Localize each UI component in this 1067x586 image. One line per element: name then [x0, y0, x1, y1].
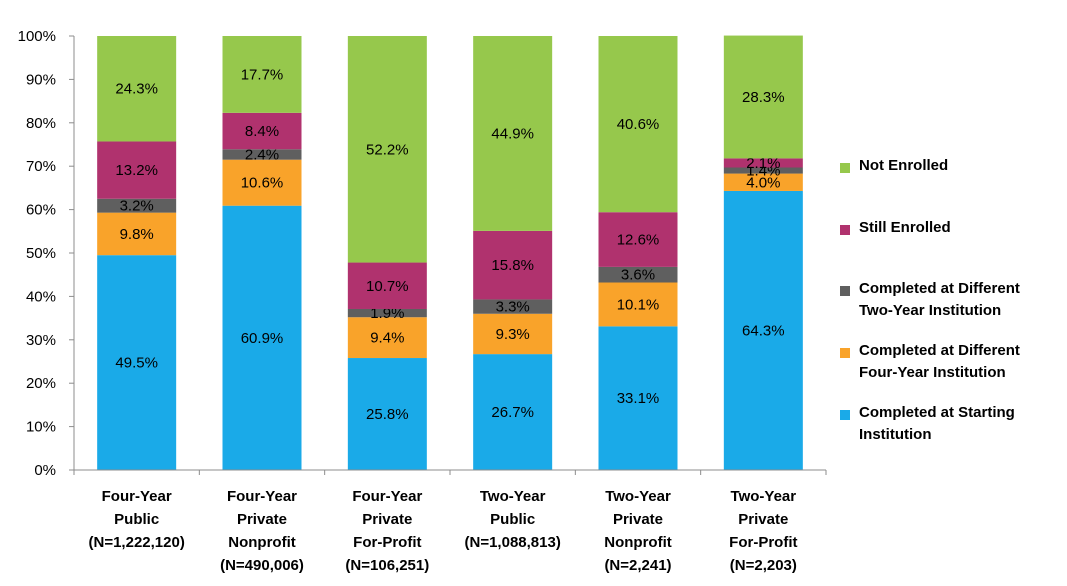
x-category-label: Four-Year Public (N=1,222,120) [89, 488, 185, 551]
bar-segment-completed-at-starting-institution [222, 205, 302, 470]
data-label-still-enrolled: 12.6% [617, 232, 660, 249]
legend-label-still-enrolled: Still Enrolled [859, 219, 951, 236]
bar-segment-completed-at-different-four-year-institution [598, 282, 678, 327]
data-label-completed-at-different-four-year-institution: 9.8% [120, 226, 154, 243]
bar-segment-not-enrolled [347, 36, 427, 263]
bar-segment-not-enrolled [97, 36, 177, 142]
data-label-still-enrolled: 15.8% [491, 257, 534, 274]
legend-label-not-enrolled: Not Enrolled [859, 157, 949, 174]
data-label-completed-at-starting-institution: 33.1% [617, 390, 660, 407]
bar-segment-completed-at-starting-institution [347, 358, 427, 470]
bar-segment-completed-at-different-four-year-institution [473, 313, 553, 355]
data-label-not-enrolled: 17.7% [241, 66, 284, 83]
data-label-completed-at-different-two-year-institution: 3.3% [496, 299, 530, 316]
x-category-label: Four-Year Private For-Profit (N=106,251) [345, 488, 429, 574]
data-label-completed-at-starting-institution: 64.3% [742, 322, 785, 339]
data-label-not-enrolled: 40.6% [617, 116, 660, 133]
bar-segment-completed-at-different-two-year-institution [473, 299, 553, 314]
data-label-completed-at-different-two-year-institution: 2.4% [245, 146, 279, 163]
bar-segment-completed-at-starting-institution [473, 354, 553, 470]
y-tick-label: 0% [34, 462, 56, 479]
data-label-completed-at-starting-institution: 25.8% [366, 406, 409, 423]
x-category-label: Two-Year Private Nonprofit (N=2,241) [604, 488, 671, 574]
legend-item-not-enrolled: Not Enrolled [840, 157, 949, 177]
bar-segment-completed-at-different-four-year-institution [97, 212, 177, 256]
bar-segment-still-enrolled [723, 158, 803, 168]
legend-swatch-not-enrolled [840, 163, 850, 173]
legend-item-completed-different-two-year: Completed at Different Two-Year Institut… [840, 280, 1020, 322]
data-label-completed-at-different-four-year-institution: 10.1% [617, 296, 660, 313]
x-category-label: Two-Year Public (N=1,088,813) [465, 488, 561, 551]
bar-segment-not-enrolled [473, 36, 553, 231]
data-label-completed-at-starting-institution: 60.9% [241, 330, 284, 347]
data-label-completed-at-starting-institution: 26.7% [491, 404, 534, 421]
data-label-completed-at-different-four-year-institution: 9.3% [496, 326, 530, 343]
data-label-completed-at-starting-institution: 49.5% [115, 355, 158, 372]
data-label-completed-at-different-two-year-institution: 3.2% [120, 198, 154, 215]
bar-segment-completed-at-different-two-year-institution [97, 198, 177, 213]
x-axis: Four-Year Public (N=1,222,120) Four-Year Pri… [73, 469, 827, 574]
legend-label-completed-different-two-year: Completed at Different Two-Year Institut… [859, 280, 1020, 319]
y-tick-label: 70% [26, 158, 56, 175]
bar-segment-completed-at-different-four-year-institution [347, 317, 427, 359]
data-label-completed-at-different-four-year-institution: 9.4% [370, 330, 404, 347]
bar-segment-completed-at-starting-institution [723, 190, 803, 471]
legend-swatch-completed-different-two-year [840, 286, 850, 296]
y-axis: 0% 10% 20% 30% 40% 50% 60% 70% 80% 90% 100% [18, 28, 75, 479]
bars: 49.5% 9.8% 3.2% 13.2% 24.3% 60.9% 10.6% 2.4% 8.4… [97, 35, 803, 471]
data-label-still-enrolled: 10.7% [366, 278, 409, 295]
legend-swatch-completed-starting [840, 410, 850, 420]
y-tick-label: 80% [26, 115, 56, 132]
bar-segment-completed-at-different-four-year-institution [222, 159, 302, 206]
bar-segment-not-enrolled [723, 35, 803, 159]
y-tick-label: 40% [26, 288, 56, 305]
data-label-not-enrolled: 28.3% [742, 89, 785, 106]
legend-swatch-completed-different-four-year [840, 348, 850, 358]
legend-item-completed-different-four-year: Completed at Different Four-Year Institu… [840, 342, 1020, 384]
legend-label-completed-different-four-year: Completed at Different Four-Year Institu… [859, 342, 1020, 381]
legend-item-still-enrolled: Still Enrolled [840, 219, 951, 239]
y-tick-label: 10% [26, 419, 56, 436]
bar-segment-not-enrolled [598, 36, 678, 213]
y-tick-label: 90% [26, 71, 56, 88]
y-tick-label: 60% [26, 202, 56, 219]
data-label-not-enrolled: 24.3% [115, 81, 158, 98]
legend-item-completed-starting: Completed at Starting Institution [840, 404, 1015, 446]
bar-segment-completed-at-different-two-year-institution [347, 308, 427, 318]
bar-segment-completed-at-different-four-year-institution [723, 173, 803, 191]
y-tick-label: 30% [26, 332, 56, 349]
data-label-completed-at-different-two-year-institution: 3.6% [621, 267, 655, 284]
y-tick-label: 50% [26, 245, 56, 262]
bar-segment-still-enrolled [97, 141, 177, 199]
legend-swatch-still-enrolled [840, 225, 850, 235]
bar-segment-still-enrolled [222, 112, 302, 150]
bar-segment-completed-at-starting-institution [97, 255, 177, 470]
data-label-not-enrolled: 44.9% [491, 125, 534, 142]
data-label-completed-at-different-four-year-institution: 4.0% [746, 174, 780, 191]
y-tick-label: 100% [18, 28, 56, 45]
x-category-label: Four-Year Private Nonprofit (N=490,006) [220, 488, 304, 574]
legend-label-completed-starting: Completed at Starting Institution [859, 404, 1015, 443]
data-label-still-enrolled: 13.2% [115, 162, 158, 179]
y-tick-label: 20% [26, 375, 56, 392]
bar-segment-not-enrolled [222, 36, 302, 113]
data-label-completed-at-different-four-year-institution: 10.6% [241, 175, 284, 192]
x-category-label: Two-Year Private For-Profit (N=2,203) [729, 488, 797, 574]
bar-segment-still-enrolled [347, 262, 427, 309]
bar-segment-completed-at-different-two-year-institution [222, 149, 302, 160]
bar-segment-completed-at-starting-institution [598, 326, 678, 470]
data-label-still-enrolled: 2.1% [746, 155, 780, 172]
bar-segment-still-enrolled [598, 212, 678, 267]
data-label-still-enrolled: 8.4% [245, 123, 279, 140]
data-label-not-enrolled: 52.2% [366, 141, 409, 158]
data-label-completed-at-different-two-year-institution: 1.9% [370, 305, 404, 322]
bar-segment-completed-at-different-two-year-institution [598, 266, 678, 283]
bar-segment-completed-at-different-two-year-institution [723, 167, 803, 174]
bar-segment-still-enrolled [473, 230, 553, 300]
